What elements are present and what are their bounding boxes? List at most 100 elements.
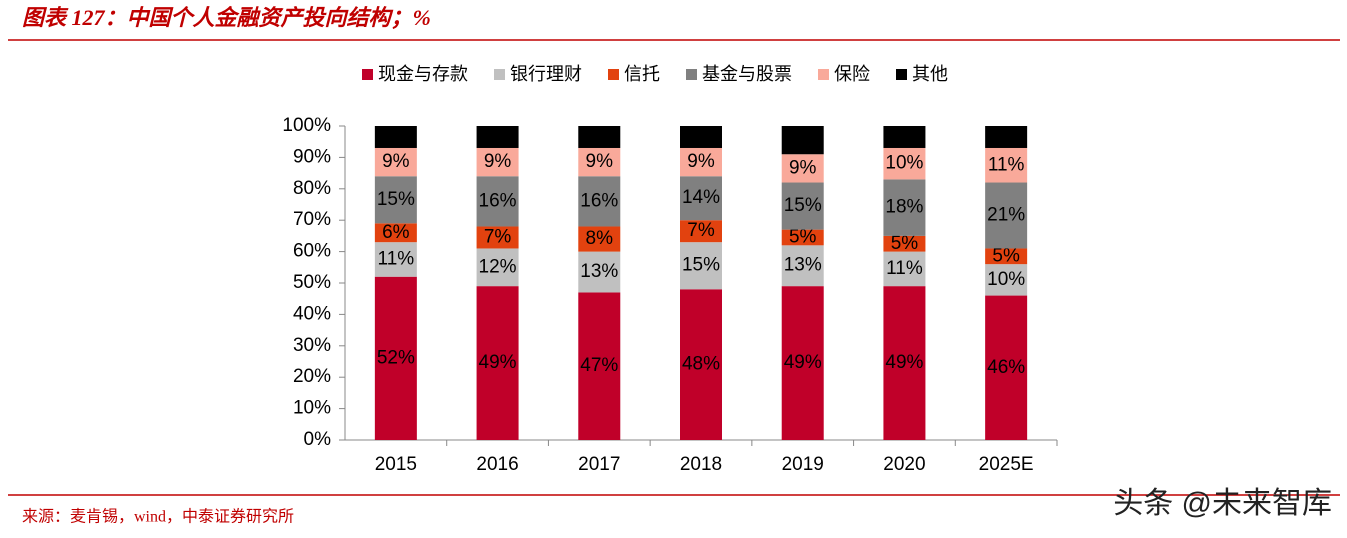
legend-swatch bbox=[818, 69, 829, 80]
bar-segment bbox=[578, 147, 621, 177]
data-label: 11% bbox=[378, 248, 415, 269]
x-tick-label: 2019 bbox=[782, 454, 824, 475]
bar-segment bbox=[781, 245, 824, 287]
data-label: 12% bbox=[479, 256, 517, 277]
data-label: 5% bbox=[789, 226, 817, 247]
data-label: 9% bbox=[586, 151, 614, 172]
data-label: 46% bbox=[987, 357, 1025, 378]
bar-segment bbox=[578, 292, 621, 440]
bar-segment bbox=[374, 176, 417, 224]
legend-swatch bbox=[896, 69, 907, 80]
legend: 现金与存款 银行理财 信托 基金与股票 保险 其他 bbox=[362, 64, 948, 84]
bar-segment bbox=[476, 147, 519, 177]
data-label: 15% bbox=[784, 195, 822, 216]
y-tick-label: 60% bbox=[293, 241, 331, 262]
data-label: 16% bbox=[479, 190, 517, 211]
data-label: 47% bbox=[580, 355, 618, 376]
legend-swatch bbox=[362, 69, 373, 80]
data-label: 15% bbox=[377, 189, 415, 210]
bar-segment bbox=[680, 147, 722, 177]
legend-label: 基金与股票 bbox=[702, 64, 792, 84]
data-label: 18% bbox=[885, 197, 923, 218]
legend-swatch bbox=[686, 69, 697, 80]
data-label: 5% bbox=[992, 245, 1020, 266]
data-label: 7% bbox=[484, 226, 512, 247]
data-label: 9% bbox=[687, 151, 715, 172]
x-tick-label: 2015 bbox=[375, 454, 417, 475]
bar-segment bbox=[781, 154, 824, 183]
bar-segment bbox=[374, 276, 417, 440]
data-label: 9% bbox=[789, 157, 817, 178]
data-label: 6% bbox=[382, 222, 410, 243]
y-tick-label: 20% bbox=[293, 366, 331, 387]
data-label: 16% bbox=[580, 190, 618, 211]
bar-segment bbox=[374, 242, 417, 277]
legend-swatch bbox=[494, 69, 505, 80]
bar-segment bbox=[374, 223, 417, 243]
bar-segment bbox=[476, 126, 519, 148]
y-tick-label: 70% bbox=[293, 209, 331, 230]
data-label: 11% bbox=[988, 154, 1025, 175]
chart-title: 图表 127：中国个人金融资产投向结构；% bbox=[22, 5, 431, 30]
legend-label: 保险 bbox=[834, 64, 870, 84]
bar-segment bbox=[374, 126, 417, 148]
legend-label: 其他 bbox=[912, 64, 948, 84]
data-label: 49% bbox=[784, 352, 822, 373]
bar-segment bbox=[578, 126, 621, 148]
bar-segment bbox=[883, 126, 926, 148]
bar-segment bbox=[883, 179, 926, 236]
y-tick-label: 10% bbox=[293, 398, 331, 419]
bar-segment bbox=[985, 147, 1028, 183]
data-label: 8% bbox=[586, 228, 614, 249]
bar-segment bbox=[680, 289, 722, 440]
data-label: 5% bbox=[891, 233, 919, 254]
data-label: 49% bbox=[885, 352, 923, 373]
y-tick-label: 50% bbox=[293, 272, 331, 293]
y-tick-label: 100% bbox=[282, 115, 331, 136]
y-tick-label: 90% bbox=[293, 146, 331, 167]
bar-segment bbox=[680, 176, 722, 221]
bar-segment bbox=[476, 286, 519, 440]
data-label: 13% bbox=[580, 261, 618, 282]
bar-segment bbox=[985, 248, 1028, 265]
bar-segment bbox=[781, 126, 824, 155]
x-tick-label: 2018 bbox=[680, 454, 722, 475]
bar-segment bbox=[883, 286, 926, 440]
data-label: 7% bbox=[687, 220, 715, 241]
y-tick-label: 40% bbox=[293, 303, 331, 324]
bar-segment bbox=[985, 182, 1028, 249]
bar-segment bbox=[680, 242, 722, 290]
bar-segment bbox=[883, 251, 926, 287]
data-label: 9% bbox=[484, 151, 512, 172]
y-tick-label: 30% bbox=[293, 335, 331, 356]
legend-label: 信托 bbox=[624, 64, 660, 84]
data-label: 52% bbox=[377, 347, 415, 368]
data-label: 14% bbox=[682, 187, 720, 208]
bar-segment bbox=[680, 220, 722, 243]
bar-segment bbox=[578, 251, 621, 293]
data-label: 48% bbox=[682, 354, 720, 375]
bar-segment bbox=[374, 147, 417, 177]
y-tick-label: 80% bbox=[293, 178, 331, 199]
y-tick-label: 0% bbox=[304, 429, 332, 450]
bar-segment bbox=[985, 295, 1028, 440]
watermark: 头条 @未来智库 bbox=[1113, 487, 1332, 520]
data-label: 15% bbox=[682, 255, 720, 276]
data-label: 9% bbox=[382, 151, 410, 172]
source: 来源：麦肯锡，wind，中泰证券研究所 bbox=[22, 508, 294, 526]
data-label: 10% bbox=[987, 269, 1025, 290]
bar-segment bbox=[476, 176, 519, 227]
bar-segment bbox=[578, 176, 621, 227]
bar-segment bbox=[578, 226, 621, 252]
data-label: 13% bbox=[784, 255, 822, 276]
data-label: 49% bbox=[479, 352, 517, 373]
bar-segment bbox=[883, 147, 926, 180]
data-label: 11% bbox=[886, 258, 923, 279]
data-label: 10% bbox=[885, 153, 923, 174]
bar-segment bbox=[781, 286, 824, 440]
bar-segment bbox=[476, 226, 519, 249]
legend-swatch bbox=[608, 69, 619, 80]
bar-segment bbox=[476, 248, 519, 287]
bar-segment bbox=[680, 126, 722, 148]
